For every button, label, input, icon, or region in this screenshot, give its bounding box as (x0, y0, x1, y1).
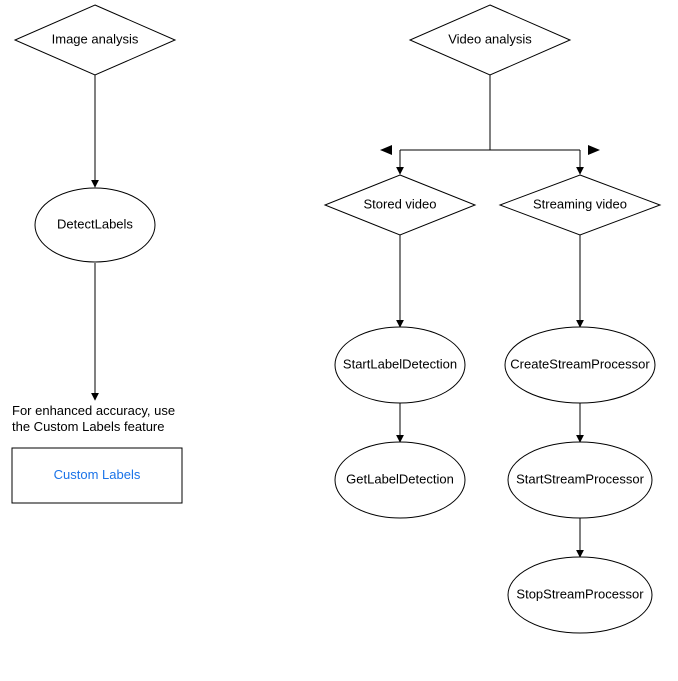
branch-arrow-right (588, 145, 600, 155)
custom_caption-line1: the Custom Labels feature (12, 419, 164, 434)
stored_video-label: Stored video (364, 196, 437, 211)
start_label_detection-label: StartLabelDetection (343, 356, 457, 371)
flowchart-diagram: Image analysis DetectLabels For enhanced a… (0, 0, 678, 681)
custom_labels-label[interactable]: Custom Labels (54, 467, 141, 482)
detect_labels-label: DetectLabels (57, 216, 133, 231)
custom_caption-line0: For enhanced accuracy, use (12, 403, 175, 418)
stop_stream_proc-label: StopStreamProcessor (516, 586, 644, 601)
image_analysis-label: Image analysis (52, 31, 139, 46)
streaming_video-label: Streaming video (533, 196, 627, 211)
get_label_detection-label: GetLabelDetection (346, 471, 454, 486)
branch-arrow-left (380, 145, 392, 155)
video_analysis-label: Video analysis (448, 31, 532, 46)
nodes-layer: Image analysis DetectLabels For enhanced a… (12, 5, 660, 633)
start_stream_proc-label: StartStreamProcessor (516, 471, 645, 486)
create_stream_proc-label: CreateStreamProcessor (510, 356, 650, 371)
